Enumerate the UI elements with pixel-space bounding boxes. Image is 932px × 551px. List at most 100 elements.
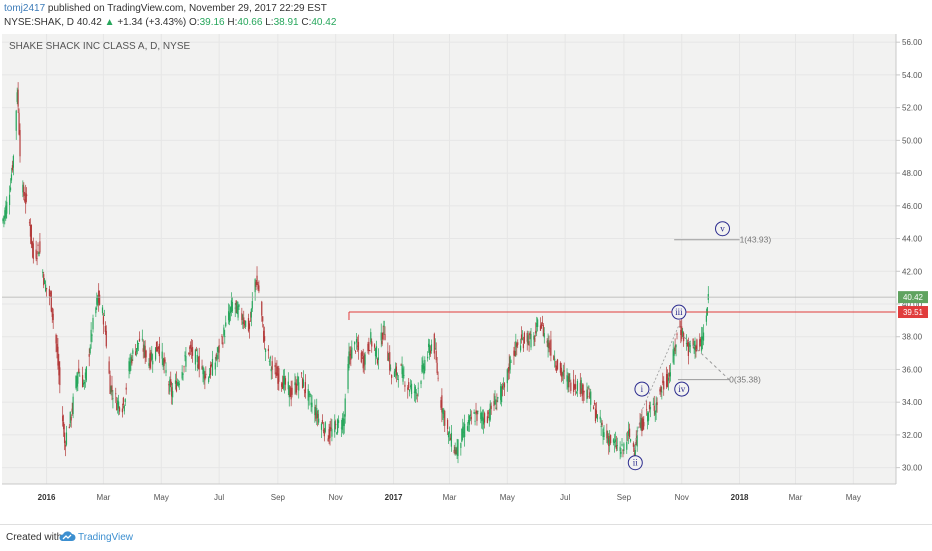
candle [364,351,366,371]
candle-body [620,451,622,454]
candle-body [450,432,452,447]
candle [110,385,112,396]
candle-body [576,381,579,391]
candle-body [368,341,370,351]
candle [48,285,51,306]
candle [515,333,517,357]
candle-body [672,349,674,363]
candle [294,373,296,395]
candle [129,354,131,375]
candle [214,356,216,376]
candle [43,271,45,289]
candle [443,407,445,426]
candle-series [2,82,709,466]
candle-body [202,366,204,375]
candle [85,365,87,383]
candle-body [437,377,439,379]
candle [81,366,84,388]
candle [470,410,472,425]
candle-body [62,415,64,422]
candle-body [205,373,207,375]
candle [177,379,179,388]
candle-body [594,408,597,422]
candle-body [122,397,124,405]
candle [320,422,323,438]
candle [573,370,575,396]
candle [436,356,438,375]
candle [566,368,568,390]
candle-body [88,354,90,357]
candle-body [515,341,517,348]
candle-body [375,346,378,358]
candle [9,178,12,193]
candle [12,154,14,176]
candle [79,371,81,377]
candle-body [421,364,423,372]
candle-body [371,341,373,347]
candle [410,379,412,390]
candle [231,297,233,313]
candle [263,324,265,343]
candle-body [36,258,38,259]
candle [221,334,223,345]
candle-body [566,375,568,382]
candle-body [477,410,479,412]
wave-circle [671,304,687,320]
candle-body [289,386,291,397]
candle [602,427,604,445]
last-price-tag-label: 40.42 [903,293,924,302]
candle-body [250,308,252,318]
candle-body [529,332,531,335]
candle [96,292,98,310]
candle-body [556,359,559,370]
candle [138,331,141,342]
author-link[interactable]: tomj2417 [4,3,46,14]
candle-body [549,348,551,350]
candle [582,383,584,404]
candle [409,388,411,397]
candle [243,310,245,330]
candle-body [503,383,506,388]
candle [607,430,609,445]
candle [314,399,316,423]
candle [347,356,349,394]
candle-body [462,426,464,437]
candle [136,348,138,357]
candle [176,378,178,387]
candle [576,378,579,397]
candle [503,381,506,396]
candle-body [16,92,18,102]
candle-body [395,366,397,376]
candle [442,408,444,420]
price-axis[interactable] [896,34,930,484]
y-tick-label: 38.00 [902,333,923,342]
candle-body [248,323,251,329]
publish-text: published on TradingView.com, November 2… [47,3,327,14]
tradingview-brand[interactable]: TradingView [78,532,134,543]
candle [447,431,450,445]
candle [672,341,674,365]
candle-body [509,356,511,370]
candle [75,375,77,390]
candle-body [563,370,565,372]
candle-body [600,426,602,428]
candle-body [168,384,170,386]
candle-body [217,347,219,352]
grid-lines [2,34,896,484]
candle-body [182,373,184,375]
candle-body [245,320,247,327]
candle-body [183,366,185,368]
time-axis[interactable] [0,484,932,524]
candle [209,361,212,379]
candle [548,335,550,353]
x-tick-label: Jul [560,493,570,502]
candle-body [537,319,539,327]
candle-body [328,429,330,440]
candle [184,351,186,362]
candle [26,187,28,203]
tradingview-cloud-icon[interactable] [58,529,76,543]
candle [215,352,217,362]
candle [527,330,529,346]
